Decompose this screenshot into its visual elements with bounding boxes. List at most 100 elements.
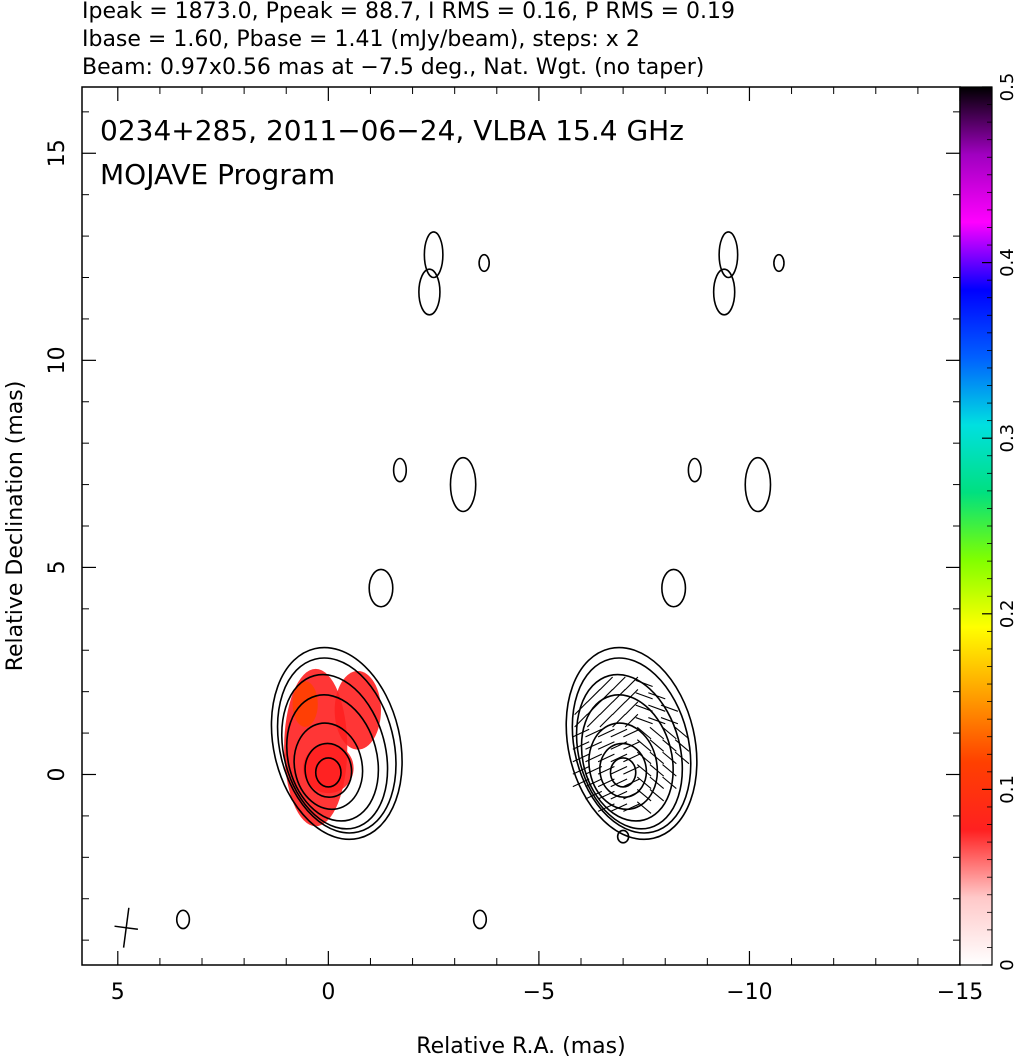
evpa-vector-66: [599, 701, 614, 715]
colorbar-tick-label-0: 0: [997, 959, 1018, 970]
evpa-vector-56: [624, 713, 639, 728]
evpa-vector-54: [648, 717, 666, 725]
evpa-vector-31: [610, 753, 628, 763]
x-tick-label-4: −15: [937, 980, 983, 1005]
evpa-vector-70: [635, 692, 653, 700]
evpa-vector-39: [623, 741, 640, 750]
contour-panel0-level3: [285, 694, 380, 822]
faint-feature-7: [472, 909, 488, 930]
faint-feature-8: [718, 231, 739, 279]
evpa-vector-60: [574, 713, 588, 728]
evpa-vector-25: [572, 766, 590, 775]
evpa-vector-2: [610, 803, 628, 812]
evpa-vector-62: [648, 704, 666, 712]
evpa-vector-13: [623, 778, 640, 788]
evpa-vector-11: [649, 776, 665, 789]
y-tick-label-2: 10: [45, 346, 70, 374]
evpa-vector-45: [662, 726, 677, 740]
chart-subtitle: MOJAVE Program: [100, 158, 335, 191]
contour-panel0-level2: [293, 722, 364, 811]
evpa-vector-4: [649, 788, 665, 802]
colorbar: [959, 86, 993, 966]
evpa-vector-67: [586, 701, 601, 715]
x-axis-label: Relative R.A. (mas): [416, 1034, 625, 1059]
evpa-vector-16: [585, 778, 603, 788]
evpa-vector-19: [649, 764, 665, 777]
evpa-vector-10: [662, 776, 677, 789]
faint-feature-layer: [175, 231, 785, 930]
fracpol-patch-2: [303, 743, 354, 794]
evpa-vector-3: [597, 803, 615, 812]
contour-panel0-level6: [270, 646, 403, 841]
evpa-vector-49: [610, 728, 628, 738]
contour-panel1-level0: [609, 757, 637, 788]
evpa-vector-51: [585, 728, 603, 738]
faint-feature-10: [773, 253, 785, 273]
evpa-vector-42: [585, 741, 603, 750]
evpa-vector-33: [585, 753, 603, 763]
faint-feature-12: [744, 456, 772, 513]
evpa-vector-78: [599, 676, 614, 691]
faint-feature-1: [418, 268, 441, 316]
colorbar-tick-label-3: 0.3: [997, 424, 1018, 453]
contour-panel0-level0: [314, 757, 342, 788]
evpa-vector-68: [574, 701, 588, 715]
evpa-vector-14: [610, 778, 628, 788]
faint-feature-5: [368, 568, 394, 608]
beam-marker: [114, 907, 139, 948]
evpa-vector-23: [597, 766, 615, 775]
evpa-vector-74: [586, 689, 601, 703]
evpa-vector-46: [649, 726, 665, 740]
x-tick-label-0: 5: [111, 980, 125, 1005]
faint-feature-13: [661, 568, 687, 608]
evpa-vector-22: [610, 766, 628, 775]
axis-ticks: 5 0 −5 −10 −15 0 5 10 15: [45, 87, 983, 1005]
faint-feature-11: [687, 457, 702, 483]
contour-panel0-level4: [280, 673, 389, 830]
evpa-vector-37: [649, 739, 665, 752]
faint-feature-2: [478, 253, 491, 273]
evpa-vector-55: [635, 717, 653, 725]
x-tick-label-2: −5: [523, 980, 555, 1005]
faint-feature-9: [712, 268, 736, 316]
evpa-vector-48: [623, 728, 640, 738]
contour-panel1-level4: [575, 673, 684, 830]
evpa-vector-77: [612, 676, 626, 691]
evpa-vector-65: [612, 701, 626, 715]
evpa-vector-69: [648, 692, 666, 700]
faint-feature-0: [423, 231, 444, 279]
faint-feature-14: [616, 829, 630, 844]
evpa-vector-50: [597, 728, 615, 738]
evpa-vector-30: [623, 753, 640, 763]
evpa-vector-27: [662, 751, 677, 765]
evpa-vector-72: [612, 689, 626, 703]
evpa-vector-17: [572, 778, 590, 788]
evpa-vector-61: [660, 704, 679, 712]
y-axis-label: Relative Declination (mas): [3, 381, 28, 672]
contour-panel1-level6: [565, 646, 698, 841]
contour-panel1-level2: [588, 722, 659, 811]
colorbar-tick-label-5: 0.5: [997, 73, 1018, 102]
evpa-vector-43: [572, 741, 590, 750]
evpa-vector-73: [599, 689, 614, 703]
fracpol-patch-3: [292, 681, 318, 727]
evpa-vector-76: [624, 676, 639, 691]
evpa-vector-36: [662, 739, 677, 752]
chart-title: 0234+285, 2011−06−24, VLBA 15.4 GHz: [100, 114, 684, 147]
contour-panel0-level5: [276, 657, 397, 834]
evpa-vector-34: [572, 753, 590, 763]
header-base-line: Ibase = 1.60, Pbase = 1.41 (mJy/beam), s…: [82, 27, 640, 52]
fracpol-patch-1: [334, 670, 381, 750]
contour-panel1-level5: [571, 657, 692, 834]
y-tick-label-3: 15: [45, 139, 70, 167]
evpa-vector-24: [585, 766, 603, 775]
evpa-vector-8: [597, 790, 615, 800]
contour-panel0-level1: [304, 742, 353, 799]
evpa-vector-21: [623, 766, 640, 775]
faint-feature-6: [175, 909, 191, 930]
evpa-vector-40: [610, 741, 628, 750]
evpa-vector-59: [586, 713, 601, 728]
evpa-vector-71: [624, 689, 639, 703]
faint-feature-4: [449, 456, 477, 513]
